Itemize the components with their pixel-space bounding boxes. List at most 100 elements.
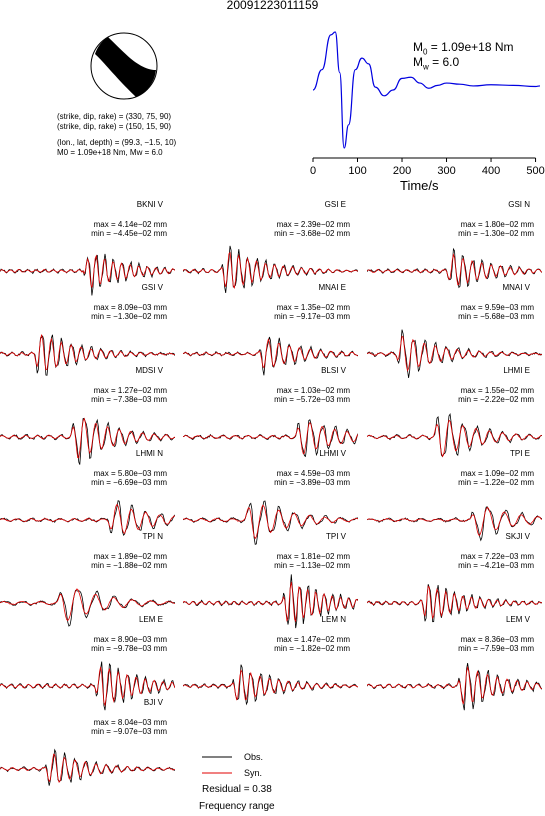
waveform-plot	[0, 588, 175, 627]
stf-x-tick-label: 500	[526, 165, 544, 177]
max-amplitude-label: max = 1.35e−02 mm	[276, 303, 350, 312]
min-amplitude-label: min = −1.13e−02 mm	[274, 561, 350, 570]
min-amplitude-label: min = −2.22e−02 mm	[458, 395, 534, 404]
max-amplitude-label: max = 8.90e−03 mm	[93, 635, 167, 644]
synthetic-trace	[0, 753, 175, 784]
focal-mechanism-beachball	[90, 32, 158, 100]
min-amplitude-label: min = −3.68e−02 mm	[274, 229, 350, 238]
max-amplitude-label: max = 1.03e−02 mm	[276, 386, 350, 395]
source-time-function-plot: 0 100 200 300 400 500	[310, 31, 545, 177]
legend-lines	[202, 756, 232, 774]
max-amplitude-label: max = 7.22e−03 mm	[460, 552, 534, 561]
waveform-plot	[183, 574, 358, 629]
station-label: LHMI V	[319, 449, 346, 458]
waveform-plot	[0, 253, 175, 296]
station-label: GSI N	[508, 200, 530, 209]
stf-x-tick-label: 300	[437, 165, 455, 177]
frequency-range-text: Frequency range	[199, 801, 275, 812]
waveform-plot	[367, 584, 542, 623]
stf-x-tick-label: 200	[393, 165, 411, 177]
waveform-plot	[0, 500, 175, 537]
observed-trace	[183, 336, 358, 376]
waveform-plot	[0, 661, 175, 711]
observed-trace	[183, 664, 358, 706]
legend-syn-label: Syn.	[244, 768, 263, 778]
stf-x-tick-label: 400	[482, 165, 500, 177]
min-amplitude-label: min = −9.17e−03 mm	[274, 312, 350, 321]
station-label: LEM V	[505, 615, 530, 624]
waveform-plot	[0, 748, 175, 786]
max-amplitude-label: max = 5.80e−03 mm	[93, 469, 167, 478]
max-amplitude-label: max = 9.59e−03 mm	[460, 303, 534, 312]
moment-text: M0 = 1.09e+18 Nm, Mw = 6.0	[57, 148, 163, 157]
waveform-plot	[183, 336, 358, 376]
max-amplitude-label: max = 4.59e−03 mm	[276, 469, 350, 478]
observed-trace	[367, 506, 542, 542]
compression-quadrant	[95, 37, 156, 97]
station-label: GSI E	[324, 200, 346, 209]
station-label: LHMI N	[135, 449, 163, 458]
stf-curve	[312, 31, 541, 149]
min-amplitude-label: min = −9.78e−03 mm	[91, 644, 167, 653]
location-text: (lon., lat, depth) = (99.3, −1.5, 10)	[57, 138, 177, 147]
min-amplitude-label: min = −1.30e−02 mm	[458, 229, 534, 238]
synthetic-trace	[367, 335, 542, 372]
min-amplitude-label: min = −7.59e−03 mm	[458, 644, 534, 653]
min-amplitude-label: min = −9.07e−03 mm	[91, 727, 167, 736]
observed-trace	[0, 589, 175, 627]
synthetic-trace	[0, 503, 175, 534]
min-amplitude-label: min = −1.22e−02 mm	[458, 478, 534, 487]
plane2-text: (strike, dip, rake) = (150, 15, 90)	[57, 122, 172, 131]
max-amplitude-label: max = 8.04e−03 mm	[93, 718, 167, 727]
synthetic-trace	[183, 669, 358, 701]
waveform-plot	[367, 413, 542, 458]
waveform-plot	[0, 417, 175, 465]
max-amplitude-label: max = 1.55e−02 mm	[460, 386, 534, 395]
synthetic-trace	[367, 252, 542, 286]
synthetic-trace	[367, 585, 542, 620]
synthetic-trace	[367, 665, 542, 705]
station-label: MNAI E	[318, 283, 346, 292]
synthetic-trace	[183, 251, 358, 290]
observed-trace	[367, 247, 542, 289]
stf-xlabel: Time/s	[400, 178, 439, 193]
synthetic-trace	[183, 338, 358, 369]
station-label: MDSI V	[135, 366, 163, 375]
waveform-plot	[367, 247, 542, 289]
waveform-plot	[183, 500, 358, 545]
station-label: LHMI E	[503, 366, 530, 375]
waveform-plot	[367, 663, 542, 711]
residual-text: Residual = 0.38	[202, 784, 272, 795]
station-label: MNAI V	[502, 283, 530, 292]
min-amplitude-label: min = −3.89e−03 mm	[274, 478, 350, 487]
station-label: BKNI V	[136, 200, 163, 209]
max-amplitude-label: max = 1.09e−02 mm	[460, 469, 534, 478]
synthetic-trace	[367, 506, 542, 536]
max-amplitude-label: max = 8.09e−03 mm	[93, 303, 167, 312]
min-amplitude-label: min = −7.38e−03 mm	[91, 395, 167, 404]
synthetic-trace	[367, 419, 542, 458]
max-amplitude-label: max = 1.81e−02 mm	[276, 552, 350, 561]
stf-m0-label: M0 = 1.09e+18 Nm	[413, 40, 514, 57]
waveform-plot	[367, 329, 542, 378]
waveform-plot	[367, 506, 542, 542]
synthetic-trace	[183, 504, 358, 540]
station-label: TPI V	[325, 532, 346, 541]
waveform-plot	[183, 664, 358, 706]
min-amplitude-label: min = −1.82e−02 mm	[274, 644, 350, 653]
waveform-plot	[183, 419, 358, 458]
station-label: GSI V	[141, 283, 163, 292]
waveform-plot	[183, 245, 358, 293]
synthetic-trace	[0, 334, 175, 371]
max-amplitude-label: max = 1.27e−02 mm	[93, 386, 167, 395]
station-label: LEM E	[138, 615, 163, 624]
max-amplitude-label: max = 1.89e−02 mm	[93, 552, 167, 561]
station-label: SKJI V	[505, 532, 530, 541]
min-amplitude-label: min = −1.88e−02 mm	[91, 561, 167, 570]
min-amplitude-label: min = −5.72e−03 mm	[274, 395, 350, 404]
max-amplitude-label: max = 4.14e−02 mm	[93, 220, 167, 229]
station-label: BJI V	[143, 698, 163, 707]
stf-x-tick-label: 100	[348, 165, 366, 177]
max-amplitude-label: max = 2.39e−02 mm	[276, 220, 350, 229]
event-title: 20091223011159	[226, 0, 319, 12]
